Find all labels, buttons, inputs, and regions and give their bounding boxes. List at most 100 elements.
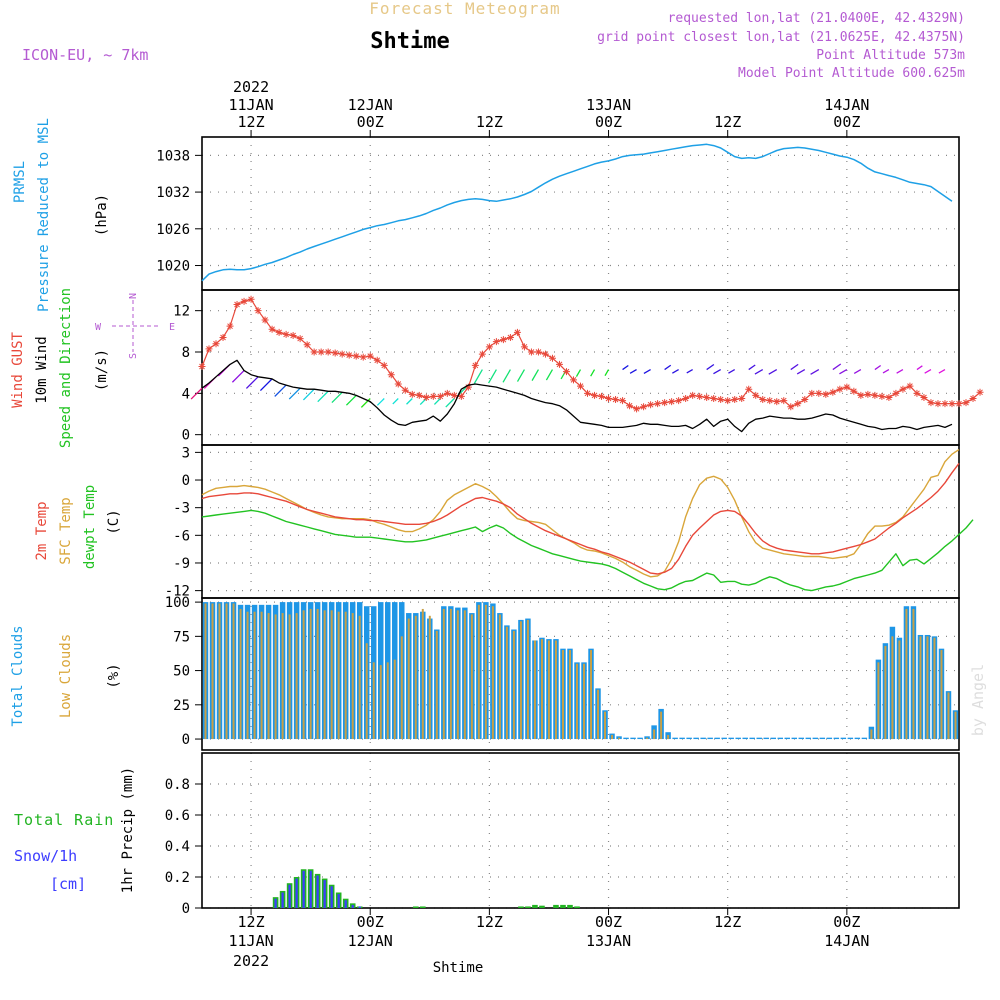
time-label-hour-top: 00Z <box>595 113 622 131</box>
low-cloud-bar <box>505 626 508 740</box>
gust-marker <box>941 400 949 408</box>
wind-direction-arrow <box>274 384 287 397</box>
gust-marker <box>324 348 332 356</box>
time-label-hour-top: 12Z <box>238 113 265 131</box>
gust-marker <box>577 382 584 390</box>
low-cloud-bar <box>456 610 459 740</box>
gust-marker <box>240 297 248 305</box>
low-cloud-bar <box>386 662 389 740</box>
gust-marker <box>499 336 507 344</box>
gust-marker <box>829 388 837 396</box>
time-label-hour-bottom: 12Z <box>476 913 503 931</box>
gust-marker <box>654 400 662 408</box>
wind-10m-label: 10m Wind <box>34 336 50 403</box>
snow-bar <box>302 870 305 908</box>
wind-direction-arrow <box>924 369 932 374</box>
wind-direction-arrow <box>790 363 799 371</box>
low-cloud-bar <box>590 650 592 740</box>
wind-direction-arrow <box>231 370 245 383</box>
gust-marker <box>843 383 851 391</box>
wind10m-line <box>201 359 953 433</box>
gust-marker <box>268 325 276 333</box>
low-cloud-bar <box>379 665 382 740</box>
gust-marker <box>289 331 297 339</box>
gust-marker <box>205 345 213 353</box>
wind-direction-arrow <box>643 369 651 374</box>
pressure-frame <box>201 136 960 291</box>
low-cloud-bar <box>358 615 361 740</box>
precip-unit: 1hr Precip (mm) <box>120 767 136 893</box>
low-cloud-bar <box>267 613 270 740</box>
clouds-ytick-label: 25 <box>173 698 190 714</box>
wind-direction-arrow <box>473 369 483 384</box>
low-cloud-bar <box>274 614 277 740</box>
wind-direction-arrow <box>406 398 413 405</box>
rain-bar <box>560 904 566 908</box>
low-cloud-bar <box>919 636 922 740</box>
wind-direction-arrow <box>590 369 596 377</box>
low-cloud-bar <box>519 621 522 740</box>
gust-marker <box>464 383 472 391</box>
clouds-ytick-label: 0 <box>182 732 190 748</box>
gust-marker <box>457 392 465 400</box>
low-cloud-bar <box>204 603 207 740</box>
gust-marker <box>598 392 606 400</box>
low-cloud-bar <box>449 608 452 740</box>
wind-direction-arrow <box>754 369 764 375</box>
gust-marker <box>780 397 788 405</box>
gust-marker <box>254 307 262 315</box>
snow-bar <box>337 894 340 908</box>
gust-marker <box>745 385 753 393</box>
pressure-unit: (hPa) <box>94 194 110 236</box>
wind-panel: 0 4 8 12 <box>173 289 984 446</box>
low-cloud-bar <box>260 611 263 740</box>
low-cloud-bar <box>288 614 291 740</box>
wind-direction-arrow <box>259 378 273 391</box>
rain-bar <box>567 904 573 908</box>
gust-marker <box>822 390 830 398</box>
precip-ytick-label: 0.4 <box>165 839 190 855</box>
low-cloud-bar <box>540 639 543 740</box>
time-label-hour-top: 00Z <box>833 113 860 131</box>
gust-marker <box>752 391 760 399</box>
time-label-date-bottom: 12JAN <box>348 932 393 950</box>
total-cloud-bar <box>756 737 762 740</box>
gust-marker <box>913 389 921 397</box>
rain-bar <box>412 906 419 908</box>
gust-marker <box>619 397 627 405</box>
wind-direction-arrow <box>531 369 540 381</box>
wind-speed-dir-label: Speed and Direction <box>58 288 74 448</box>
total-cloud-bar <box>700 737 706 740</box>
low-cloud-bar <box>463 610 466 740</box>
total-cloud-bar <box>763 737 769 740</box>
gust-marker <box>626 402 634 410</box>
model-altitude: Model Point Altitude 600.625m <box>738 66 965 81</box>
low-cloud-bar <box>667 734 670 740</box>
gust-marker <box>724 397 732 405</box>
wind-direction-arrow <box>629 369 637 374</box>
gust-marker <box>478 350 486 358</box>
gust-marker <box>976 388 984 396</box>
low-cloud-bar <box>583 663 585 740</box>
snow-bar <box>323 880 326 908</box>
gust-marker <box>948 400 956 408</box>
low-cloud-bar <box>533 640 536 740</box>
low-clouds-label: Low Clouds <box>58 634 74 718</box>
time-label-date-top: 12JAN <box>348 96 393 114</box>
gust-marker <box>710 395 718 402</box>
gust-marker <box>773 398 781 406</box>
total-cloud-bar <box>784 737 791 740</box>
temp-ytick-label: -9 <box>173 556 190 572</box>
gust-marker <box>317 348 325 356</box>
model-label: ICON-EU, ~ 7km <box>22 46 148 64</box>
gust-marker <box>394 380 402 388</box>
time-label-hour-top: 12Z <box>714 113 741 131</box>
precip-ytick-label: 0 <box>182 901 190 917</box>
gust-marker <box>927 399 935 407</box>
point-altitude: Point Altitude 573m <box>816 48 965 63</box>
gust-marker <box>899 385 907 393</box>
total-cloud-bar <box>847 737 854 740</box>
gust-marker <box>310 348 318 356</box>
low-cloud-bar <box>239 608 242 740</box>
